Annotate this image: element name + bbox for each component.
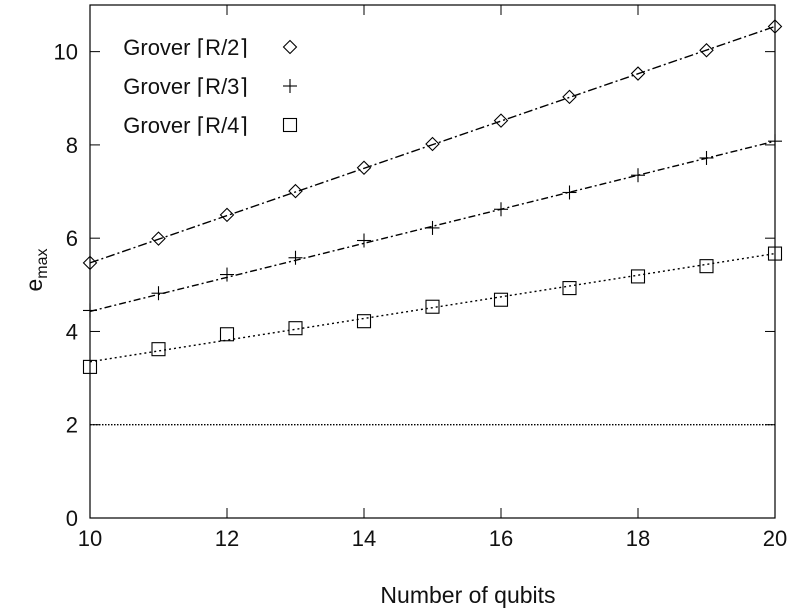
x-tick-label: 16	[489, 526, 513, 551]
data-point-square	[493, 292, 509, 307]
x-tick-label: 12	[215, 526, 239, 551]
tick-labels: 10 12 14 16 18 20 0 2 4 6 8 10	[54, 40, 788, 551]
y-tick-label: 6	[66, 226, 78, 251]
data-point-diamond	[82, 255, 98, 271]
legend-label-plus: Grover ⌈R/3⌉	[123, 74, 248, 99]
y-tick-label: 4	[66, 319, 78, 344]
data-point-diamond	[493, 113, 509, 128]
data-point-diamond	[219, 207, 235, 223]
legend-marker-diamond	[282, 39, 298, 55]
data-point-plus	[288, 250, 303, 265]
ticks	[89, 5, 776, 519]
data-point-diamond	[151, 231, 166, 246]
fit-line-square	[89, 252, 776, 363]
y-axis-label-subscript: max	[34, 248, 51, 278]
data-point-square	[82, 359, 98, 374]
legend-label-diamond: Grover ⌈R/2⌉	[123, 35, 248, 60]
data-point-plus	[425, 220, 440, 235]
data-point-plus	[151, 286, 166, 301]
fit-line-diamond	[89, 25, 776, 264]
data-point-square	[151, 342, 166, 357]
x-tick-label: 20	[763, 526, 787, 551]
y-axis-label: emax	[21, 248, 51, 291]
x-tick-label: 10	[78, 526, 102, 551]
data-point-plus	[83, 303, 97, 318]
data-points	[82, 19, 783, 374]
data-point-diamond	[630, 66, 646, 81]
data-point-diamond	[562, 89, 577, 105]
data-point-square	[425, 299, 440, 314]
data-point-diamond	[356, 160, 372, 176]
legend-marker-square	[282, 117, 298, 133]
y-axis-label-main: e	[21, 279, 47, 292]
x-tick-label: 18	[626, 526, 650, 551]
legend: Grover ⌈R/2⌉ Grover ⌈R/3⌉ Grover ⌈R/4⌉	[123, 35, 298, 138]
legend-label-square: Grover ⌈R/4⌉	[123, 113, 248, 138]
data-point-plus	[699, 150, 714, 165]
x-axis-label: Number of qubits	[380, 582, 555, 608]
data-point-square	[219, 327, 235, 342]
data-point-diamond	[425, 136, 440, 152]
x-tick-label: 14	[352, 526, 376, 551]
legend-marker-plus	[283, 79, 297, 93]
data-point-square	[562, 281, 577, 296]
y-tick-label: 8	[66, 133, 78, 158]
data-point-diamond	[767, 19, 783, 34]
data-point-plus	[768, 134, 782, 149]
data-point-square	[699, 259, 714, 274]
data-point-plus	[631, 168, 645, 183]
data-point-square	[630, 269, 646, 284]
data-point-square	[356, 314, 372, 329]
plot-frame	[89, 4, 776, 519]
fit-line-plus	[89, 140, 776, 313]
y-tick-label: 2	[66, 413, 78, 438]
data-point-square	[288, 321, 303, 336]
data-point-diamond	[699, 42, 714, 58]
data-point-plus	[357, 233, 371, 248]
fit-lines	[89, 25, 776, 363]
data-point-plus	[562, 185, 577, 200]
data-point-plus	[220, 267, 234, 282]
data-point-square	[767, 246, 783, 261]
y-tick-label: 10	[54, 40, 78, 65]
data-point-plus	[494, 202, 508, 217]
y-tick-label: 0	[66, 506, 78, 531]
data-point-diamond	[288, 183, 303, 199]
